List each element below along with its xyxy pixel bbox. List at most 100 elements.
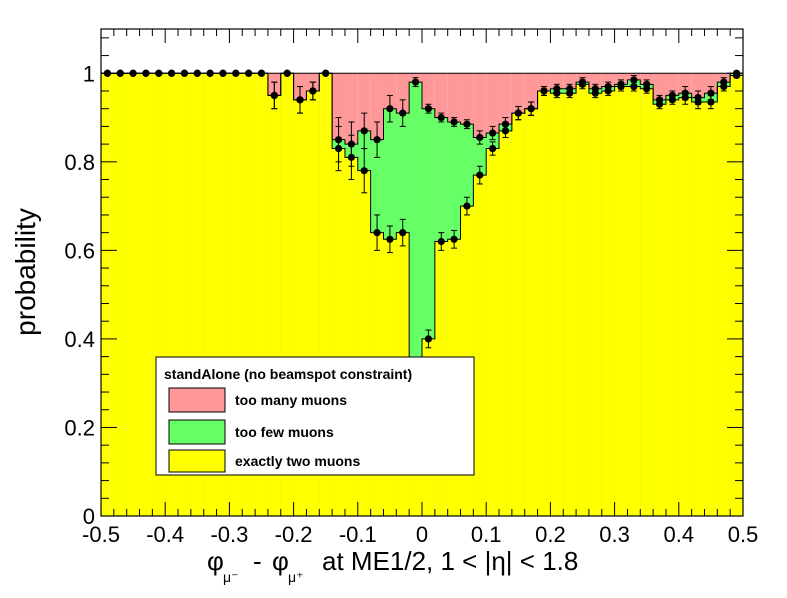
marker-too-few-18 <box>334 136 343 144</box>
bar-exactly-two-38 <box>588 93 602 516</box>
marker-too-few-34 <box>540 87 548 95</box>
x-axis-label-mu-plus-subscript: μ⁺ <box>288 569 303 585</box>
marker-too-few-2 <box>129 69 137 77</box>
bar-exactly-two-44 <box>665 99 679 516</box>
marker-too-few-10 <box>232 69 240 77</box>
x-tick-label-8: 0.3 <box>599 522 630 547</box>
bar-exactly-two-34 <box>537 90 551 517</box>
y-tick-label-5: 1 <box>83 61 95 86</box>
marker-too-few-32 <box>514 109 522 117</box>
marker-exactly-two-47 <box>707 98 715 106</box>
bar-exactly-two-40 <box>614 86 628 517</box>
x-axis-label: φ μ⁻ - φ μ⁺ at ME1/2, 1 < |η| < 1.8 <box>207 546 578 585</box>
x-tick-label-0: -0.5 <box>82 522 120 547</box>
bar-exactly-two-3 <box>139 73 153 516</box>
marker-too-few-44 <box>668 91 676 100</box>
marker-too-few-43 <box>655 96 664 104</box>
marker-exactly-two-21 <box>373 229 381 237</box>
x-tick-label-10: 0.5 <box>728 522 759 547</box>
marker-too-few-23 <box>399 109 407 117</box>
marker-too-few-46 <box>694 94 702 102</box>
marker-exactly-two-31 <box>501 127 510 135</box>
marker-too-few-39 <box>604 82 612 91</box>
legend: standAlone (no beamspot constraint) too … <box>155 356 475 476</box>
marker-too-few-8 <box>206 69 214 77</box>
axis-ticks-layer <box>100 29 744 517</box>
marker-too-few-6 <box>180 69 189 77</box>
marker-too-few-33 <box>527 105 535 113</box>
marker-too-few-26 <box>437 113 445 122</box>
marker-too-few-30 <box>489 129 497 137</box>
x-axis-label-phi-minus: φ <box>207 546 224 576</box>
marker-too-few-40 <box>617 80 625 88</box>
bar-exactly-two-41 <box>627 86 641 517</box>
marker-too-few-17 <box>322 69 330 77</box>
marker-exactly-two-28 <box>463 202 471 210</box>
marker-too-few-24 <box>411 78 420 86</box>
bar-exactly-two-36 <box>563 93 577 516</box>
bar-exactly-two-32 <box>511 113 525 517</box>
marker-exactly-two-41 <box>630 82 638 91</box>
x-tick-label-6: 0.1 <box>471 522 502 547</box>
x-tick-label-5: 0 <box>416 522 428 547</box>
marker-too-few-20 <box>360 127 368 135</box>
marker-too-few-27 <box>450 118 458 126</box>
marker-exactly-two-18 <box>334 144 343 153</box>
marker-exactly-two-25 <box>424 335 433 343</box>
x-tick-label-7: 0.2 <box>535 522 566 547</box>
legend-label-exactly-two: exactly two muons <box>235 453 360 469</box>
marker-exactly-two-19 <box>347 153 355 161</box>
marker-too-few-4 <box>155 69 163 77</box>
x-axis-label-mu-minus-subscript: μ⁻ <box>223 569 238 585</box>
y-tick-label-2: 0.4 <box>64 327 95 352</box>
marker-too-few-15 <box>296 96 304 104</box>
marker-too-few-35 <box>553 85 561 93</box>
x-tick-label-3: -0.2 <box>275 522 313 547</box>
legend-swatch-exactly-two <box>168 449 226 473</box>
legend-swatch-too-many <box>168 387 226 413</box>
x-axis-label-dash: - <box>253 546 262 576</box>
y-tick-label-3: 0.6 <box>64 238 95 263</box>
marker-too-few-38 <box>591 85 599 93</box>
marker-too-few-3 <box>142 69 150 77</box>
x-axis-label-phi-plus: φ <box>272 546 289 576</box>
y-tick-label-4: 0.8 <box>64 150 95 175</box>
marker-too-few-36 <box>566 85 574 93</box>
x-tick-label-9: 0.4 <box>664 522 695 547</box>
marker-too-few-19 <box>347 140 355 148</box>
x-tick-label-4: -0.1 <box>339 522 377 547</box>
y-axis-label: probability <box>10 208 41 336</box>
marker-too-few-22 <box>386 105 394 113</box>
legend-title: standAlone (no beamspot constraint) <box>164 366 412 382</box>
marker-too-few-28 <box>463 120 471 128</box>
marker-too-few-47 <box>707 89 715 97</box>
marker-too-few-31 <box>501 120 510 128</box>
bar-exactly-two-43 <box>653 104 666 516</box>
marker-exactly-two-20 <box>360 167 368 175</box>
x-tick-label-1: -0.4 <box>146 522 184 547</box>
legend-label-too-few: too few muons <box>235 424 334 440</box>
marker-exactly-two-29 <box>476 171 484 179</box>
marker-too-few-7 <box>193 69 201 77</box>
bar-exactly-two-46 <box>691 102 705 517</box>
bar-exactly-two-37 <box>576 84 589 516</box>
bar-exactly-two-49 <box>730 75 743 517</box>
tick-labels-layer: -0.5 -0.4 -0.3 -0.2 -0.1 0 0.1 0.2 0.3 0.4 0.5 0 0.2… <box>64 61 758 547</box>
bar-exactly-two-2 <box>126 73 140 516</box>
legend-label-too-many: too many muons <box>235 392 347 408</box>
bar-exactly-two-42 <box>640 88 654 516</box>
marker-too-few-9 <box>219 69 227 77</box>
bar-exactly-two-1 <box>113 73 127 516</box>
bar-exactly-two-29 <box>473 175 487 516</box>
bar-exactly-two-45 <box>678 97 692 516</box>
bar-exactly-two-0 <box>101 73 114 516</box>
marker-too-few-21 <box>373 136 381 144</box>
bar-exactly-two-31 <box>499 130 512 516</box>
bar-exactly-two-30 <box>486 148 500 516</box>
marker-too-few-48 <box>720 78 728 86</box>
marker-too-few-41 <box>630 76 638 84</box>
bar-exactly-two-33 <box>524 108 538 516</box>
x-axis-label-text: at ME1/2, 1 < |η| < 1.8 <box>322 546 578 576</box>
